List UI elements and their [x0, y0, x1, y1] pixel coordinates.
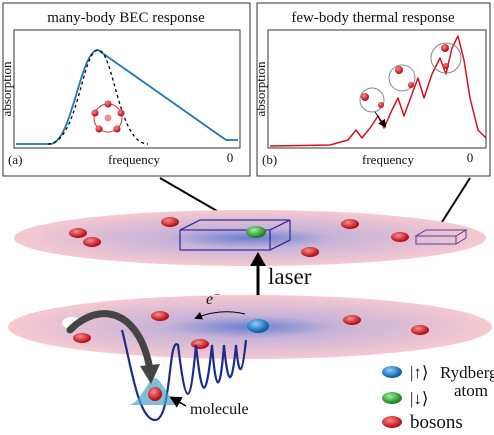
legend-rydberg: Rydberg-: [440, 363, 494, 382]
legend-up-label: |↑⟩: [410, 363, 429, 382]
atom-down: [246, 226, 266, 238]
zero-label: 0: [227, 150, 234, 165]
legend-boson: [382, 416, 402, 428]
panel-b: few-body thermal response absorption fre…: [253, 3, 490, 176]
x-label: frequency: [362, 152, 414, 167]
legend-down: [382, 392, 402, 404]
laser-label: laser: [268, 264, 312, 289]
panel-tag: (a): [8, 152, 22, 167]
molecule-label: molecule: [190, 401, 249, 418]
y-label: absorption: [253, 61, 268, 116]
y-label: absorption: [0, 61, 14, 116]
zero-label: 0: [467, 150, 474, 165]
panel-tag: (b): [262, 152, 277, 167]
panel-frame: [257, 3, 490, 176]
molecule-atom: [148, 387, 162, 401]
text-part: −: [213, 289, 220, 301]
top-disc: [14, 210, 486, 266]
legend-down-label: |↓⟩: [410, 389, 429, 408]
legend-atom: atom: [454, 381, 488, 400]
figure: many-body BEC response absorption freque…: [0, 0, 494, 435]
panel-title: few-body thermal response: [291, 10, 455, 26]
text-part: e: [206, 291, 213, 308]
atom-up: [247, 319, 269, 333]
cloud: [14, 210, 486, 266]
panel-a: many-body BEC response absorption freque…: [0, 3, 250, 176]
panel-title: many-body BEC response: [47, 10, 205, 26]
legend-bosons: bosons: [410, 412, 463, 433]
legend-up: [382, 366, 402, 378]
legend: |↑⟩ Rydberg- atom |↓⟩ bosons: [382, 363, 494, 433]
x-label: frequency: [108, 152, 160, 167]
connector: [442, 178, 470, 222]
panel-frame: [3, 3, 250, 176]
